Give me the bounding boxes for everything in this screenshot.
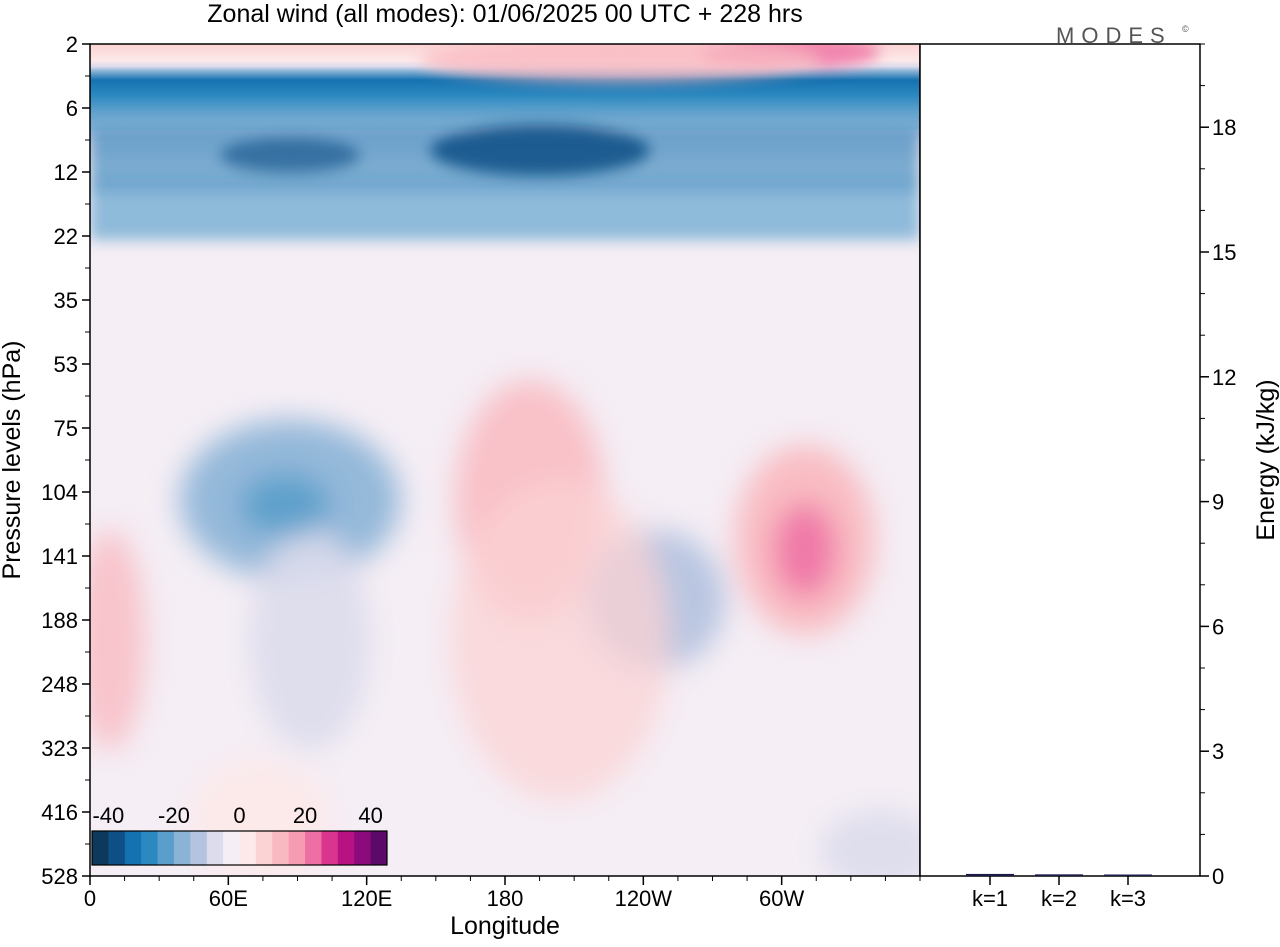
energy-y-axis: 0 3 6 9 12 15 18 <box>1200 43 1236 889</box>
energy-x-tick-label: k=2 <box>1041 886 1077 911</box>
field-jet-max-180 <box>430 124 650 176</box>
x-tick-label: 60W <box>759 886 804 911</box>
colorbar-swatch <box>337 831 355 865</box>
energy-x-tick-label: k=3 <box>1110 886 1146 911</box>
energy-x-tick-label: k=1 <box>972 886 1008 911</box>
x-tick-label: 180 <box>487 886 524 911</box>
colorbar-swatch <box>157 831 175 865</box>
x-tick-label: 120E <box>341 886 392 911</box>
colorbar-swatch <box>354 831 372 865</box>
x-tick-label: 0 <box>84 886 96 911</box>
y-tick-label: 2 <box>66 32 78 57</box>
y-tick-label: 188 <box>41 608 78 633</box>
heatmap-field <box>90 44 920 876</box>
x-tick-label: 120W <box>615 886 673 911</box>
colorbar-label: -40 <box>92 803 124 828</box>
energy-y-label: Energy (kJ/kg) <box>1252 379 1280 540</box>
energy-y-tick-label: 15 <box>1212 240 1236 265</box>
chart-title: Zonal wind (all modes): 01/06/2025 00 UT… <box>207 0 802 28</box>
field-pos-band-185 <box>450 480 670 800</box>
y-tick-label: 6 <box>66 96 78 121</box>
colorbar-swatch <box>321 831 339 865</box>
field-pos-cell-0e <box>90 530 145 750</box>
colorbar-swatch <box>190 831 208 865</box>
energy-y-tick-label: 18 <box>1212 115 1236 140</box>
heatmap-y-label: Pressure levels (hPa) <box>0 341 26 580</box>
energy-y-tick-label: 6 <box>1212 614 1224 639</box>
y-tick-label: 53 <box>54 352 78 377</box>
colorbar-swatch <box>206 831 224 865</box>
heatmap-x-label: Longitude <box>450 912 560 940</box>
colorbar-swatch <box>239 831 257 865</box>
colorbar-swatch <box>141 831 159 865</box>
y-tick-label: 416 <box>41 800 78 825</box>
colorbar-label: 0 <box>233 803 245 828</box>
y-tick-label: 35 <box>54 288 78 313</box>
colorbar-label: 40 <box>358 803 382 828</box>
field-neg-low-70w <box>820 810 920 876</box>
energy-bar-k=3 <box>1104 874 1152 876</box>
x-tick-label: 60E <box>209 886 248 911</box>
field-neg-core-80e <box>240 473 330 537</box>
energy-y-tick-label: 12 <box>1212 365 1236 390</box>
energy-frame <box>919 43 1201 877</box>
colorbar-swatch <box>108 831 126 865</box>
energy-y-tick-label: 9 <box>1212 490 1224 515</box>
energy-bars <box>966 873 1152 876</box>
field-jet-lower <box>90 185 920 240</box>
y-tick-label: 22 <box>54 224 78 249</box>
colorbar: -40 -20 0 20 40 <box>91 803 388 866</box>
energy-bar-k=1 <box>966 873 1014 876</box>
field-pos-core-60w <box>773 502 837 598</box>
energy-bar-k=2 <box>1035 874 1083 876</box>
logo-mark: © <box>1182 24 1189 34</box>
y-tick-label: 323 <box>41 736 78 761</box>
y-tick-label: 75 <box>54 416 78 441</box>
energy-y-tick-label: 3 <box>1212 739 1224 764</box>
energy-y-tick-label: 0 <box>1212 864 1224 889</box>
y-tick-label: 141 <box>41 544 78 569</box>
y-tick-label: 248 <box>41 672 78 697</box>
energy-x-axis: k=1 k=2 k=3 <box>972 876 1146 911</box>
heatmap-y-axis: 2 6 12 22 35 53 75 104 141 188 248 323 416 528 <box>41 32 90 889</box>
colorbar-swatch <box>255 831 273 865</box>
heatmap-x-axis: 0 60E 120E 180 120W 60W <box>84 876 921 911</box>
colorbar-swatch <box>272 831 290 865</box>
y-tick-label: 12 <box>54 160 78 185</box>
field-jet-max-90e <box>220 137 360 173</box>
field-neg-tail-80e <box>250 530 370 750</box>
colorbar-label: -20 <box>158 803 190 828</box>
colorbar-swatch <box>305 831 322 865</box>
colorbar-label: 20 <box>293 803 317 828</box>
y-tick-label: 528 <box>41 864 78 889</box>
colorbar-swatch <box>288 831 306 865</box>
colorbar-swatch <box>223 831 240 865</box>
field-top-positive-2 <box>420 44 820 82</box>
colorbar-swatch <box>92 831 109 865</box>
colorbar-swatch <box>173 831 191 865</box>
colorbar-swatch <box>124 831 142 865</box>
colorbar-frame <box>91 830 388 866</box>
y-tick-label: 104 <box>41 480 78 505</box>
colorbar-swatch <box>370 831 388 865</box>
